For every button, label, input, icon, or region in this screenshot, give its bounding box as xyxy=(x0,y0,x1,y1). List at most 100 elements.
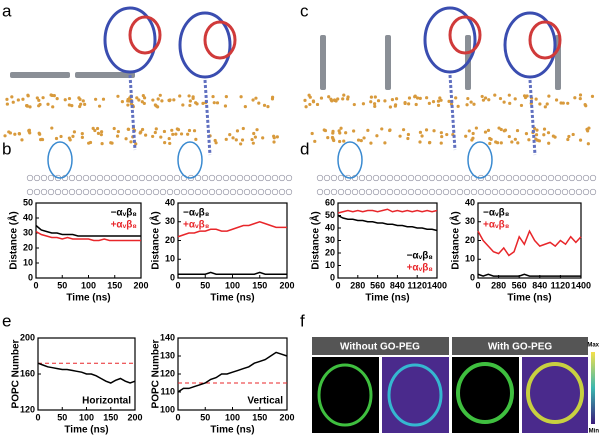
membrane xyxy=(386,174,394,182)
x-axis-label: Time (ns) xyxy=(64,425,108,436)
membrane xyxy=(250,188,258,196)
lipid xyxy=(439,131,443,135)
lipid xyxy=(51,105,55,109)
lipid xyxy=(224,137,228,141)
lipid xyxy=(431,99,436,104)
lipid xyxy=(178,94,182,98)
lipid xyxy=(94,97,98,101)
vesicle xyxy=(317,363,373,427)
lipid xyxy=(418,140,422,144)
lipid xyxy=(215,101,220,105)
membrane xyxy=(519,174,527,182)
illustrations xyxy=(3,6,597,196)
membrane xyxy=(575,174,583,182)
line-series xyxy=(337,214,438,232)
lipid xyxy=(542,133,546,137)
lipid xyxy=(40,137,44,141)
lipid xyxy=(87,141,91,145)
lipid xyxy=(172,98,176,102)
lipid xyxy=(366,128,370,132)
x-tick-label: 150 xyxy=(107,280,122,290)
lipid xyxy=(465,103,469,107)
lipid xyxy=(571,132,575,137)
lipid xyxy=(257,101,261,105)
y-axis-label: POPC Number xyxy=(11,339,22,408)
membrane xyxy=(117,188,125,196)
lipid xyxy=(187,94,191,98)
lipid xyxy=(407,102,411,106)
lipid xyxy=(80,135,84,139)
membrane xyxy=(124,188,132,196)
lipid xyxy=(167,136,171,141)
lipid xyxy=(303,98,307,103)
lipid xyxy=(483,96,488,100)
membrane xyxy=(505,174,513,182)
x-tick-label: 50 xyxy=(200,412,210,422)
lipid xyxy=(27,128,31,132)
lipid xyxy=(275,135,279,139)
y-tick-label: 10 xyxy=(165,254,175,264)
lipid xyxy=(126,127,131,131)
y-tick-label: 130 xyxy=(160,350,175,360)
panel-label: b xyxy=(2,139,11,158)
lipid xyxy=(78,97,82,101)
heatmap xyxy=(382,357,449,433)
lipid xyxy=(494,140,498,144)
membrane xyxy=(257,174,265,182)
lipid xyxy=(71,134,75,138)
lipid xyxy=(174,132,178,136)
x-axis-label: Time (ns) xyxy=(365,293,409,304)
lipid xyxy=(26,94,30,98)
lipid xyxy=(375,134,379,138)
membrane xyxy=(271,174,279,182)
lipid xyxy=(322,128,326,132)
lipid xyxy=(362,136,366,140)
lipid xyxy=(101,97,106,101)
membrane xyxy=(96,188,104,196)
lipid xyxy=(81,99,85,103)
lipid xyxy=(481,98,486,102)
lipid xyxy=(383,99,387,103)
header-bar xyxy=(312,337,449,355)
lipid xyxy=(191,96,195,100)
lipid xyxy=(308,102,312,107)
y-tick-label: 20 xyxy=(465,235,475,245)
membrane xyxy=(477,188,485,196)
membrane xyxy=(561,174,569,182)
lipid xyxy=(240,138,245,142)
lipid xyxy=(20,138,24,142)
lipid xyxy=(584,104,588,108)
lipid xyxy=(586,142,590,146)
y-axis-label: Distance (Å) xyxy=(449,211,462,269)
lipid xyxy=(10,95,14,99)
y-tick-label: 50 xyxy=(325,210,335,220)
peptide xyxy=(320,35,326,90)
lipid xyxy=(507,93,511,97)
peptide xyxy=(75,72,135,78)
x-tick-label: 1400 xyxy=(427,280,447,290)
lipid xyxy=(469,100,473,104)
lipid xyxy=(527,138,531,142)
lipid xyxy=(401,128,406,132)
helix xyxy=(128,74,137,151)
protein xyxy=(128,15,162,55)
lipid xyxy=(486,128,491,132)
membrane xyxy=(435,188,443,196)
lipid xyxy=(439,141,443,145)
membrane xyxy=(435,174,443,182)
lipid xyxy=(310,131,314,136)
lipid xyxy=(373,95,377,99)
membrane xyxy=(491,174,499,182)
lipid xyxy=(17,132,21,136)
lipid xyxy=(489,137,493,141)
y-tick-label: 10 xyxy=(23,257,33,267)
lipid xyxy=(439,98,443,102)
lipid xyxy=(534,133,539,137)
lipid xyxy=(498,96,503,101)
lipid xyxy=(304,105,308,109)
lipid xyxy=(373,102,377,106)
membrane xyxy=(131,174,139,182)
lipid xyxy=(72,130,77,134)
lipid xyxy=(251,141,255,145)
